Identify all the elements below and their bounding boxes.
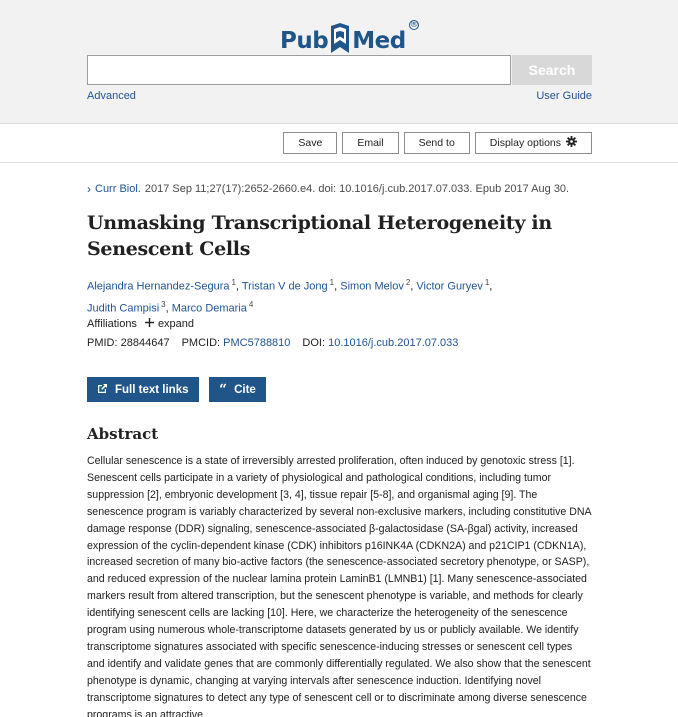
author-separator: , — [235, 280, 242, 293]
journal-link[interactable]: Curr Biol. — [95, 183, 141, 195]
email-label: Email — [357, 137, 384, 149]
author-list: Alejandra Hernandez-Segura 1, Tristan V d… — [87, 274, 587, 317]
author-link[interactable]: Simon Melov — [340, 280, 404, 293]
doi-label: DOI: — [302, 337, 326, 349]
citation-details: 2017 Sep 11;27(17):2652-2660.e4. doi: 10… — [144, 183, 570, 195]
chevron-right-icon: › — [87, 182, 91, 196]
author-affiliation-number[interactable]: 1 — [484, 278, 490, 287]
search-input[interactable] — [87, 55, 511, 85]
author-affiliation-number[interactable]: 3 — [161, 299, 166, 309]
gear-icon — [566, 136, 577, 150]
registered-mark: ® — [408, 20, 419, 30]
save-button[interactable]: Save — [283, 132, 338, 154]
abstract-text: Cellular senescence is a state of irreve… — [87, 455, 592, 717]
author-separator: , — [410, 280, 417, 293]
pmid-label: PMID: — [87, 337, 118, 349]
cite-button[interactable]: “ Cite — [209, 377, 266, 402]
pmid-value: 28844647 — [120, 337, 170, 349]
pmcid-link[interactable]: PMC5788810 — [223, 337, 291, 349]
author-link[interactable]: Alejandra Hernandez-Segura — [87, 280, 230, 293]
doi-link[interactable]: 10.1016/j.cub.2017.07.033 — [328, 337, 459, 349]
author-affiliation-number[interactable]: 1 — [231, 278, 236, 287]
affiliations-row: Affiliations expand — [87, 318, 194, 330]
display-options-label: Display options — [489, 137, 561, 149]
send-to-button[interactable]: Send to — [403, 132, 470, 154]
affiliations-label: Affiliations — [87, 318, 137, 330]
toolbar-divider — [0, 162, 678, 163]
author-link[interactable]: Marco Demaria — [171, 302, 247, 315]
full-text-links-label: Full text links — [115, 383, 189, 396]
expand-affiliations-button[interactable]: expand — [144, 318, 195, 330]
advanced-search-link[interactable]: Advanced — [87, 90, 136, 102]
plus-icon — [144, 318, 154, 330]
external-link-icon — [97, 383, 108, 397]
pmcid-item: PMCID: PMC5788810 — [182, 337, 291, 349]
search-button[interactable]: Search — [512, 55, 592, 85]
author-link[interactable]: Tristan V de Jong — [241, 280, 328, 293]
expand-label: expand — [157, 318, 195, 330]
user-guide-link[interactable]: User Guide — [536, 90, 592, 102]
pubmed-logo[interactable]: Pub Med ® — [280, 18, 419, 54]
logo-pub-text: Pub — [280, 28, 329, 54]
author-separator: , — [334, 280, 341, 293]
author-affiliation-number[interactable]: 1 — [329, 278, 335, 287]
author-link[interactable]: Victor Guryev — [416, 280, 483, 293]
author-link[interactable]: Judith Campisi — [87, 302, 160, 315]
display-options-button[interactable]: Display options — [474, 132, 592, 154]
author-separator: , — [489, 280, 493, 293]
email-button[interactable]: Email — [342, 132, 399, 154]
pmcid-label: PMCID: — [181, 337, 221, 349]
author-affiliation-number[interactable]: 2 — [405, 278, 411, 287]
site-header: Pub Med ® Search Advanced User Guide — [0, 0, 678, 124]
article-toolbar: Save Email Send to Display options — [283, 132, 592, 154]
bookmark-logo-icon — [329, 22, 351, 54]
cite-label: Cite — [234, 383, 256, 396]
author-affiliation-number[interactable]: 4 — [248, 299, 254, 309]
send-to-label: Send to — [418, 137, 455, 149]
pmid-item: PMID: 28844647 — [87, 337, 170, 349]
abstract-heading: Abstract — [87, 425, 159, 443]
article-title: Unmasking Transcriptional Heterogeneity … — [87, 212, 552, 260]
identifiers-row: PMID: 28844647 PMCID: PMC5788810 DOI: 10… — [87, 337, 458, 349]
full-text-links-button[interactable]: Full text links — [87, 377, 199, 402]
author-separator: , — [165, 302, 172, 315]
citation-line: › Curr Biol. 2017 Sep 11;27(17):2652-266… — [87, 182, 569, 196]
logo-med-text: Med — [352, 28, 406, 54]
doi-item: DOI: 10.1016/j.cub.2017.07.033 — [302, 337, 458, 349]
quote-icon: “ — [219, 381, 228, 398]
save-label: Save — [298, 137, 323, 149]
